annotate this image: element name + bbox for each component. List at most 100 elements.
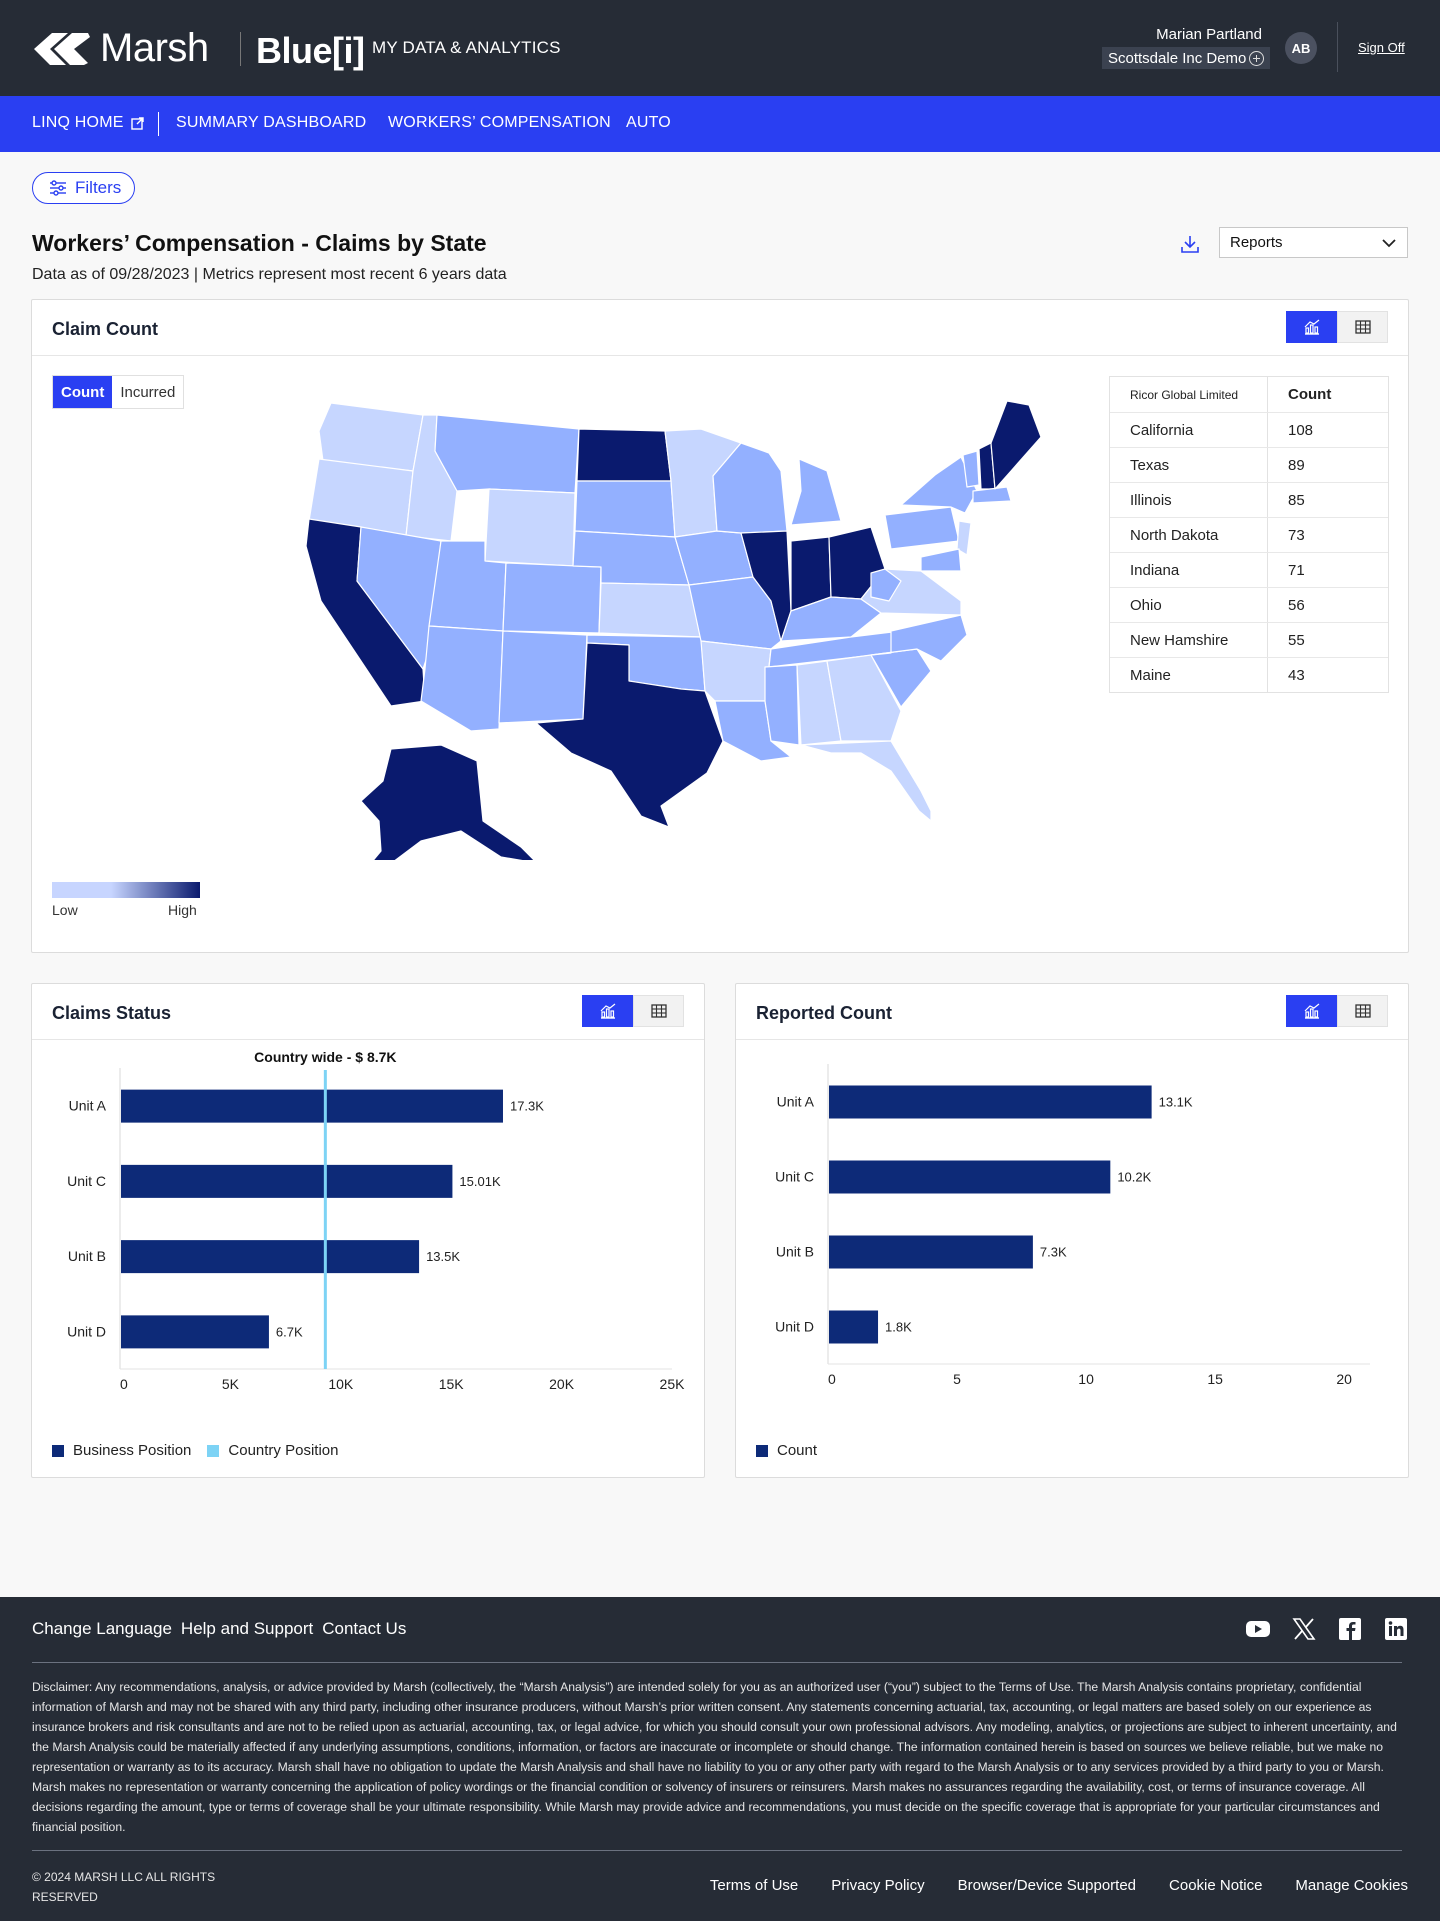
table-row: Texas 89 <box>1110 447 1388 482</box>
chart-view-button[interactable] <box>582 995 633 1027</box>
x-tick-label: 10K <box>328 1376 354 1392</box>
download-icon[interactable] <box>1180 234 1200 254</box>
cookie-notice-link[interactable]: Cookie Notice <box>1169 1877 1263 1894</box>
count-cell: 56 <box>1288 596 1305 614</box>
legend-label: Country Position <box>228 1442 339 1459</box>
count-cell: 85 <box>1288 491 1305 509</box>
chart-view-button[interactable] <box>1286 995 1337 1027</box>
contact-us-link[interactable]: Contact Us <box>322 1619 407 1638</box>
external-link-icon <box>130 116 144 130</box>
disclaimer-text: Disclaimer: Any recommendations, analysi… <box>32 1680 1397 1834</box>
legend-swatch <box>207 1444 220 1457</box>
nav-divider <box>158 112 159 136</box>
privacy-policy-link[interactable]: Privacy Policy <box>831 1877 925 1894</box>
card-divider <box>32 355 1408 356</box>
bar <box>121 1240 420 1274</box>
legend-business-position: Business Position <box>52 1442 191 1459</box>
marsh-logo-icon <box>34 32 90 65</box>
manage-cookies-link[interactable]: Manage Cookies <box>1295 1877 1408 1894</box>
footer-divider <box>32 1850 1402 1851</box>
marsh-logo[interactable]: Marsh <box>32 26 209 71</box>
view-toggle <box>1286 311 1388 343</box>
legend-label: Count <box>777 1442 818 1459</box>
nav-summary-dashboard[interactable]: SUMMARY DASHBOARD <box>176 114 367 131</box>
count-cell: 73 <box>1288 526 1305 544</box>
x-tick-label: 5 <box>953 1371 961 1387</box>
x-tick-label: 15K <box>439 1376 465 1392</box>
top-header: Marsh Blue[i] MY DATA & ANALYTICS Marian… <box>0 0 1440 96</box>
table-row: Indiana 71 <box>1110 552 1388 587</box>
bar <box>121 1089 503 1123</box>
state-cell: Illinois <box>1110 483 1268 517</box>
change-language-link[interactable]: Change Language <box>32 1619 172 1638</box>
legend-count: Count <box>756 1442 817 1459</box>
legal-links: Terms of Use Privacy Policy Browser/Devi… <box>677 1877 1408 1894</box>
state-north-dakota <box>576 428 672 482</box>
category-label: Unit D <box>67 1323 106 1339</box>
x-tick-label: 20K <box>549 1376 575 1392</box>
legend-swatch <box>756 1444 768 1457</box>
youtube-icon[interactable] <box>1245 1617 1271 1641</box>
bar-value-label: 13.1K <box>1159 1095 1193 1110</box>
category-label: Unit B <box>776 1244 814 1260</box>
metric-toggle: Count Incurred <box>52 375 185 409</box>
state-north-carolina <box>870 614 968 662</box>
claims-status-title: Claims Status <box>52 1003 172 1023</box>
category-label: Unit D <box>775 1319 814 1335</box>
state-kansas <box>598 582 702 638</box>
org-switcher[interactable]: Scottsdale Inc Demo <box>1102 47 1270 69</box>
org-name: Scottsdale Inc Demo <box>1108 49 1247 67</box>
count-cell: 43 <box>1288 666 1305 684</box>
count-cell: 108 <box>1288 421 1314 439</box>
claim-count-title: Claim Count <box>52 319 158 339</box>
reports-dropdown[interactable]: Reports <box>1219 227 1408 258</box>
terms-of-use-link[interactable]: Terms of Use <box>709 1877 799 1894</box>
legend-label: Business Position <box>73 1442 192 1459</box>
state-maryland <box>920 548 962 572</box>
state-new-jersey <box>956 520 972 556</box>
add-circle-icon[interactable] <box>1249 50 1264 66</box>
page-title: Workers’ Compensation - Claims by State <box>32 230 487 256</box>
x-tick-label: 20 <box>1336 1371 1352 1387</box>
nav-label: LINQ HOME <box>32 114 124 131</box>
category-label: Unit A <box>777 1094 815 1110</box>
table-header-company: Ricor Global Limited <box>1110 377 1268 412</box>
chart-icon <box>1304 1003 1319 1019</box>
card-divider <box>736 1039 1408 1040</box>
state-wisconsin <box>712 442 788 534</box>
table-view-button[interactable] <box>1337 995 1388 1027</box>
avatar[interactable]: AB <box>1285 32 1317 64</box>
copyright: © 2024 MARSH LLC ALL RIGHTS RESERVED <box>32 1870 216 1904</box>
nav-linq-home[interactable]: LINQ HOME <box>32 114 144 132</box>
bar <box>829 1310 879 1344</box>
category-label: Unit B <box>68 1248 106 1264</box>
bar-value-label: 7.3K <box>1040 1245 1067 1260</box>
state-mississippi <box>764 664 800 746</box>
browser-supported-link[interactable]: Browser/Device Supported <box>957 1877 1137 1894</box>
help-support-link[interactable]: Help and Support <box>180 1619 314 1638</box>
state-cell: Maine <box>1110 658 1268 692</box>
claim-count-card: Claim Count Count Incurred <box>31 299 1409 953</box>
x-icon[interactable] <box>1291 1617 1317 1641</box>
filters-button[interactable]: Filters <box>32 172 135 204</box>
table-view-button[interactable] <box>1337 311 1388 343</box>
nav-workers-compensation[interactable]: WORKERS’ COMPENSATION <box>388 114 611 131</box>
reported-count-title: Reported Count <box>756 1003 892 1023</box>
chart-view-button[interactable] <box>1286 311 1337 343</box>
bar-value-label: 15.01K <box>459 1174 501 1189</box>
count-tab[interactable]: Count <box>53 376 113 408</box>
linkedin-icon[interactable] <box>1383 1617 1409 1641</box>
sign-off-link[interactable]: Sign Off <box>1358 40 1405 55</box>
facebook-icon[interactable] <box>1337 1617 1363 1641</box>
state-arizona <box>420 625 504 732</box>
table-view-button[interactable] <box>633 995 684 1027</box>
x-tick-label: 15 <box>1207 1371 1223 1387</box>
state-south-dakota <box>574 480 676 538</box>
nav-auto[interactable]: AUTO <box>626 114 671 131</box>
state-count-table: Ricor Global Limited Count California 108… <box>1109 376 1389 693</box>
table-icon <box>650 1004 667 1018</box>
state-florida <box>800 740 932 822</box>
bar-value-label: 6.7K <box>276 1324 303 1339</box>
incurred-tab[interactable]: Incurred <box>120 383 176 401</box>
bar <box>829 1160 1111 1194</box>
